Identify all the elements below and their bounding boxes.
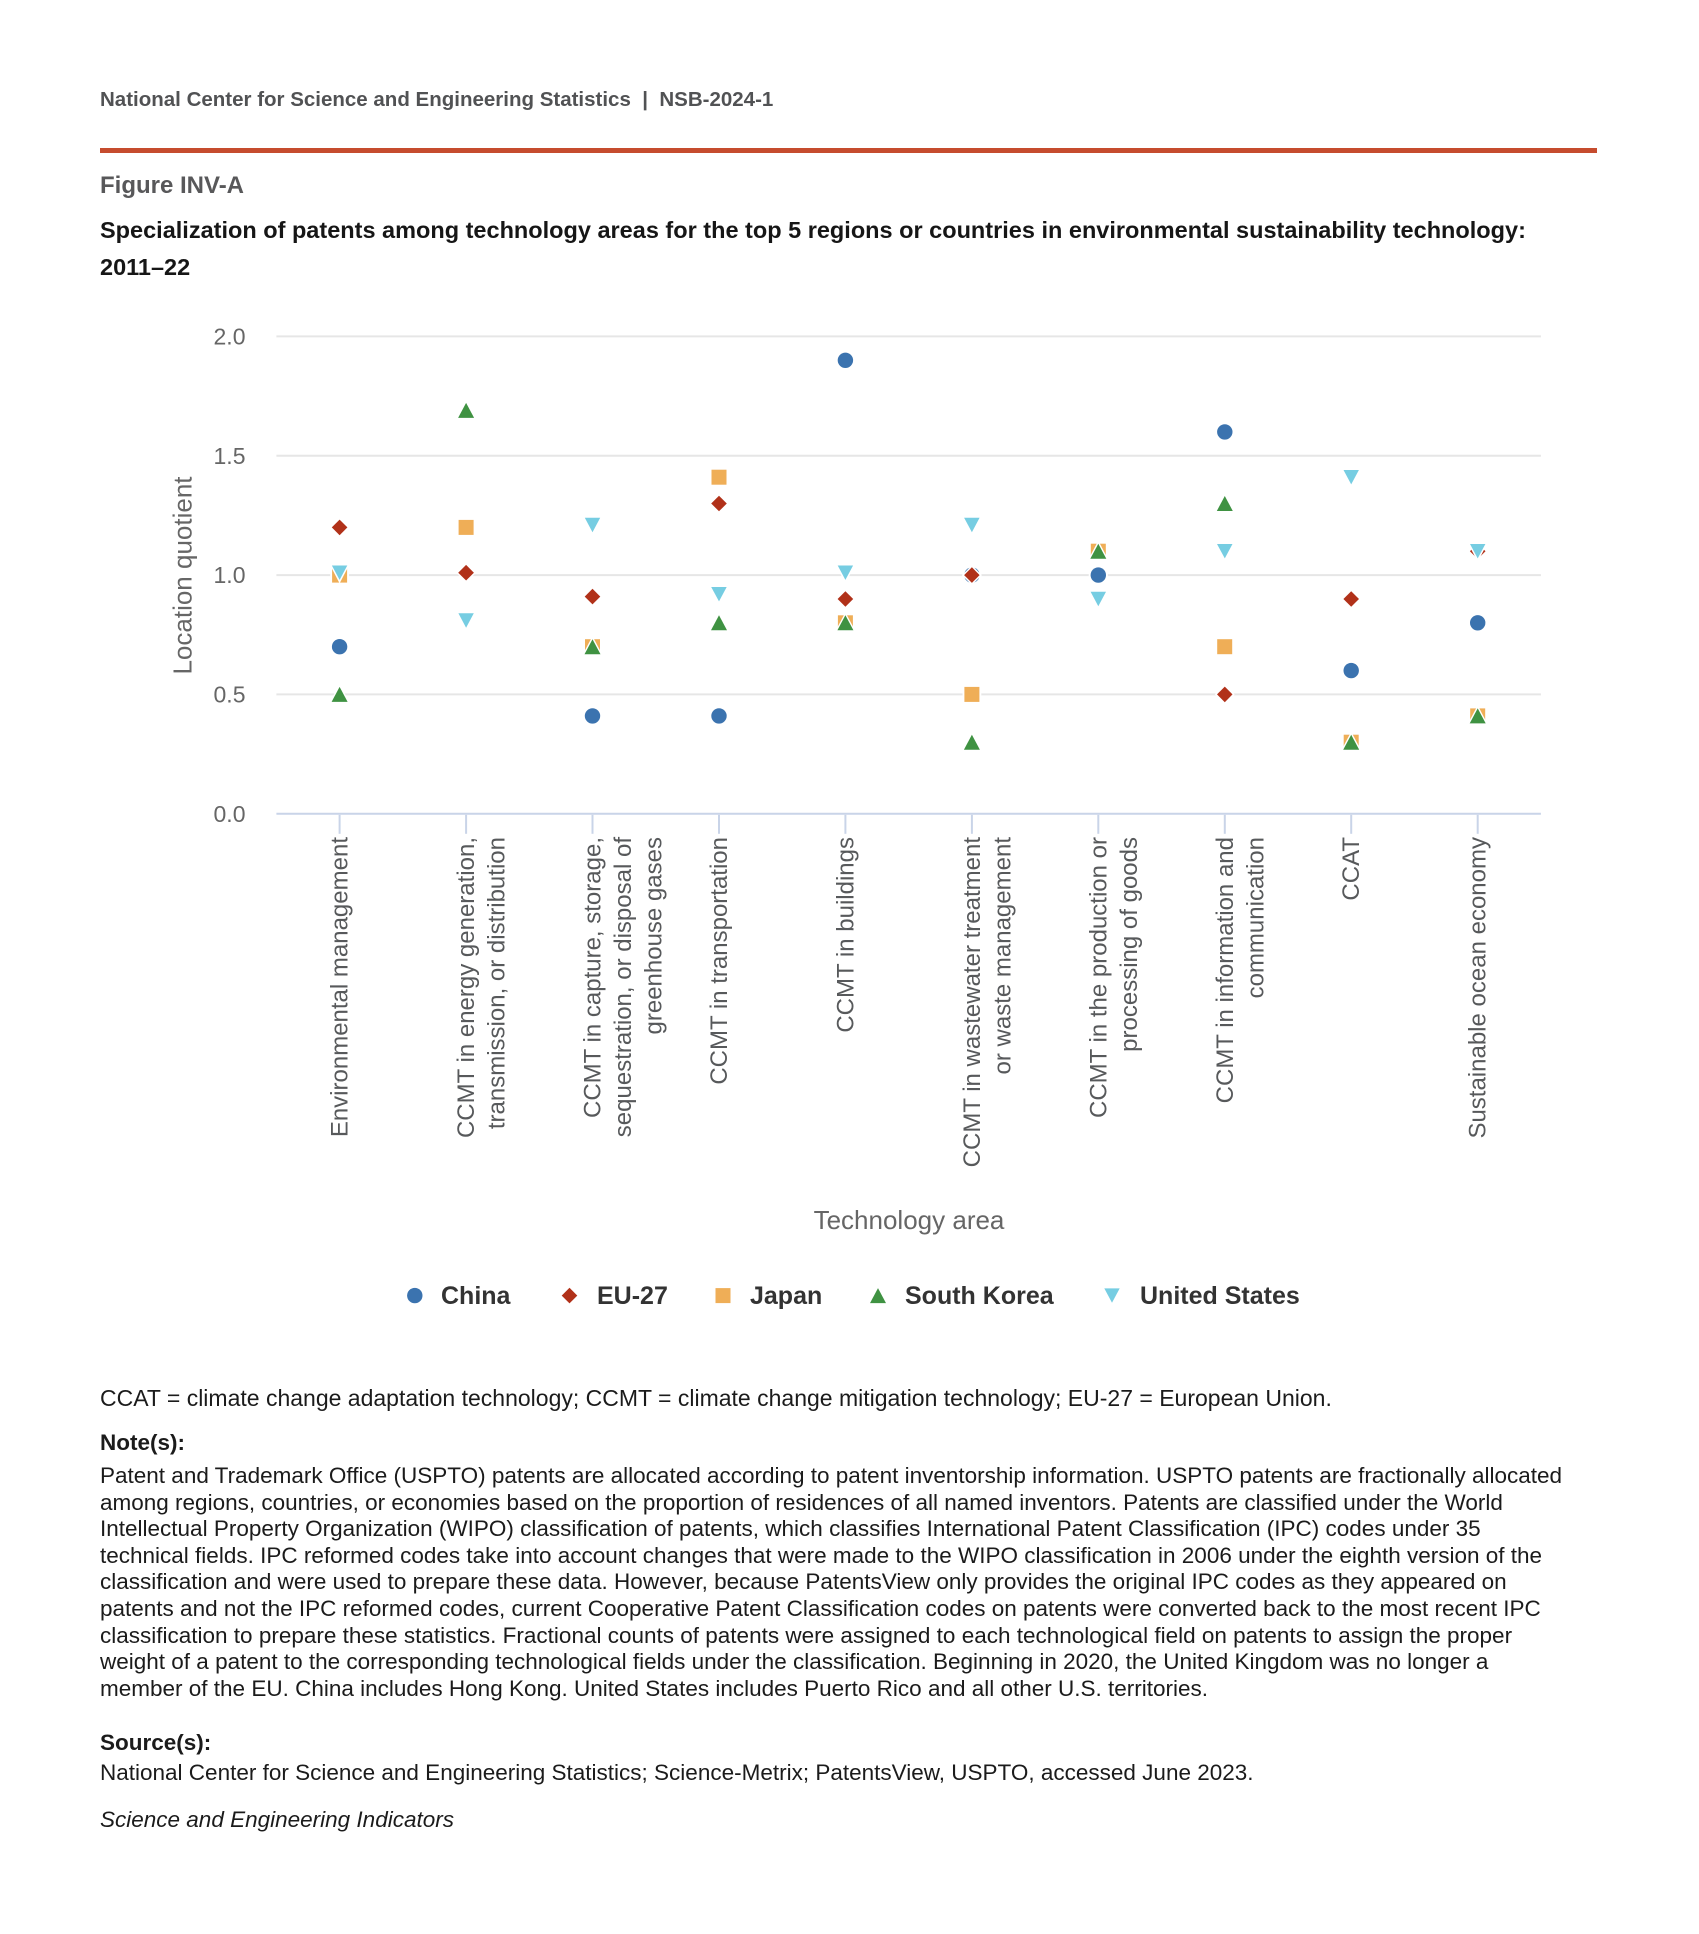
svg-text:transmission, or distribution: transmission, or distribution	[484, 837, 511, 1129]
svg-text:CCMT in buildings: CCMT in buildings	[832, 837, 859, 1033]
svg-text:Sustainable ocean economy: Sustainable ocean economy	[1465, 837, 1492, 1139]
svg-text:CCMT in information and: CCMT in information and	[1212, 837, 1239, 1103]
svg-text:CCMT in transportation: CCMT in transportation	[706, 837, 733, 1085]
svg-text:CCMT in energy generation,: CCMT in energy generation,	[453, 837, 480, 1138]
svg-text:sequestration, or disposal of: sequestration, or disposal of	[610, 837, 637, 1138]
svg-text:communication: communication	[1242, 837, 1269, 998]
svg-text:greenhouse gases: greenhouse gases	[641, 837, 668, 1034]
svg-text:1.5: 1.5	[214, 443, 246, 469]
svg-text:0.0: 0.0	[214, 801, 246, 827]
svg-text:0.5: 0.5	[214, 681, 246, 707]
svg-text:processing of goods: processing of goods	[1116, 837, 1143, 1052]
svg-text:CCAT: CCAT	[1338, 837, 1365, 901]
svg-text:Technology area: Technology area	[814, 1205, 1005, 1235]
svg-text:CCMT in wastewater treatment: CCMT in wastewater treatment	[959, 837, 986, 1168]
svg-text:or waste management: or waste management	[990, 837, 1017, 1075]
svg-text:Japan: Japan	[750, 1282, 822, 1310]
svg-text:Environmental management: Environmental management	[327, 837, 354, 1137]
svg-text:EU-27: EU-27	[597, 1282, 668, 1310]
svg-text:CCMT in the production or: CCMT in the production or	[1085, 837, 1112, 1118]
svg-text:2.0: 2.0	[214, 323, 246, 349]
svg-text:CCMT in capture, storage,: CCMT in capture, storage,	[580, 837, 607, 1118]
svg-text:United States: United States	[1140, 1282, 1300, 1310]
svg-text:China: China	[441, 1282, 512, 1310]
svg-text:1.0: 1.0	[214, 562, 246, 588]
svg-text:Location quotient: Location quotient	[168, 476, 198, 675]
svg-text:South Korea: South Korea	[905, 1282, 1055, 1310]
